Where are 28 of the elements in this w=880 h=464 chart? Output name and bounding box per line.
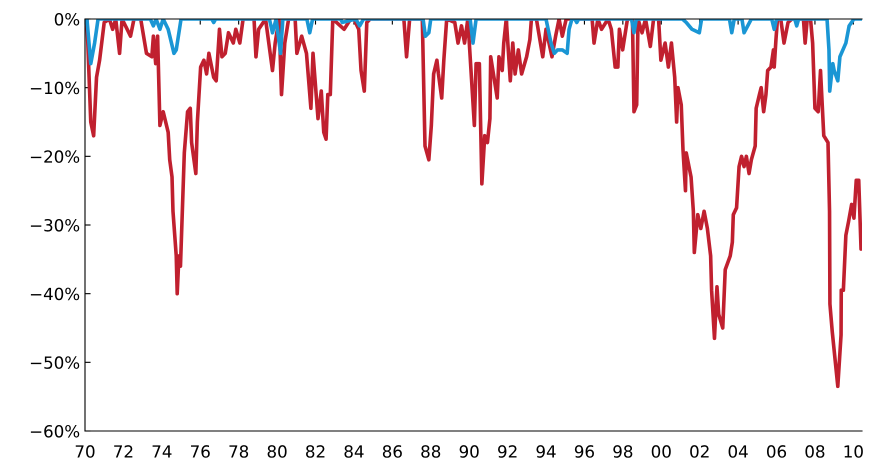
x-tick-label: 08 (805, 445, 824, 458)
x-tick-label: 06 (767, 445, 786, 458)
y-tick-label: −60% (30, 424, 80, 438)
x-tick-label: 10 (844, 445, 863, 458)
x-tick-label: 78 (229, 445, 248, 458)
y-tick-label: −20% (30, 150, 80, 163)
y-tick-label: −30% (30, 218, 80, 232)
x-tick-label: 82 (306, 445, 324, 458)
x-tick-label: 02 (690, 445, 709, 458)
x-tick-label: 98 (613, 445, 632, 458)
x-tick-label: 88 (421, 445, 440, 458)
y-tick-label: −10% (30, 82, 80, 94)
x-tick-label: 76 (191, 445, 210, 458)
x-tick-label: 00 (652, 445, 671, 458)
x-tick-label: 80 (268, 445, 287, 458)
y-tick-label: −50% (30, 356, 80, 369)
x-tick-label: 74 (152, 445, 172, 458)
x-tick-label: 94 (536, 445, 556, 458)
y-tick-label: −40% (30, 288, 80, 300)
x-tick-label: 92 (498, 445, 517, 458)
y-tick-label: 0% (54, 12, 80, 26)
x-tick-label: 84 (344, 445, 364, 458)
x-tick-label: 96 (574, 445, 594, 458)
x-tick-label: 04 (728, 445, 748, 458)
x-tick-label: 72 (114, 445, 132, 458)
x-tick-label: 70 (76, 445, 94, 458)
x-tick-label: 86 (382, 445, 402, 458)
x-tick-label: 90 (460, 445, 479, 458)
